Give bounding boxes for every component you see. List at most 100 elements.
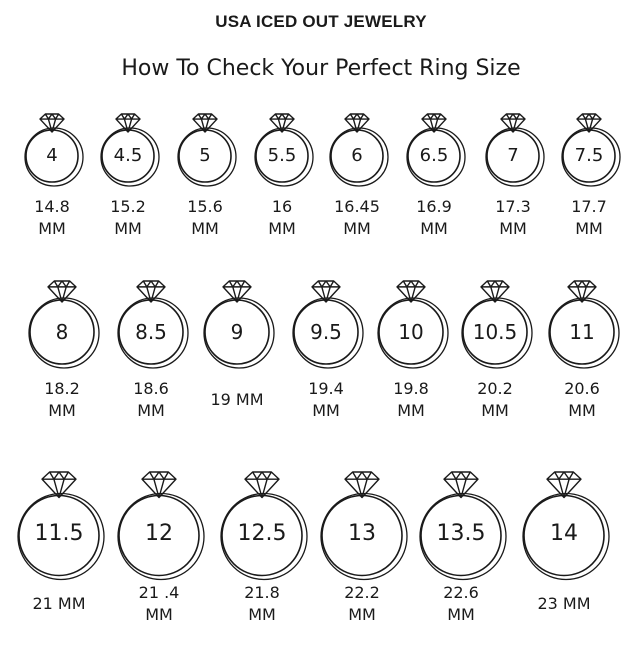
diameter-unit: MM xyxy=(191,219,219,238)
ring-diameter-label: 14.8 MM xyxy=(34,196,70,240)
diameter-value: 22.6 xyxy=(443,583,479,602)
ring-size-8.5: 8.5 xyxy=(112,277,190,369)
diameter-unit: MM xyxy=(343,219,371,238)
ring-size-12: 12 xyxy=(112,468,206,580)
ring-diameter-label: 20.6 MM xyxy=(564,378,600,422)
ring-diameter-label: 17.7 MM xyxy=(571,196,607,240)
ring-size-label: 13.5 xyxy=(436,521,486,547)
ring-diameter-label: 15.2 MM xyxy=(110,196,146,240)
diameter-value: 20.2 xyxy=(477,379,513,398)
diamond-icon xyxy=(269,113,295,133)
ring-size-label: 6 xyxy=(351,144,363,166)
diameter-value: 16.45 xyxy=(334,197,380,216)
ring-size-label: 10.5 xyxy=(472,319,518,344)
ring-diameter-label: 15.6 MM xyxy=(187,196,223,240)
ring-size-9: 9 xyxy=(198,277,276,369)
diamond-icon xyxy=(546,470,582,498)
ring-outline-icon xyxy=(117,280,189,369)
ring-size-7: 7 xyxy=(480,110,546,187)
diameter-value: 22.2 xyxy=(344,583,380,602)
ring-diameter-label: 17.3 MM xyxy=(495,196,531,240)
ring-diameter-label: 22.6 MM xyxy=(443,582,479,626)
diamond-icon xyxy=(344,470,380,498)
ring-size-label: 14 xyxy=(550,521,578,547)
diamond-icon xyxy=(47,280,77,303)
ring-size-11.5: 11.5 xyxy=(12,468,106,580)
ring-outline-icon xyxy=(254,113,314,187)
diameter-value: 21 MM xyxy=(32,594,86,613)
ring-outline-icon xyxy=(419,470,507,580)
diameter-value: 21 .4 xyxy=(138,583,180,602)
ring-diameter-label: 20.2 MM xyxy=(477,378,513,422)
ring-outline-icon xyxy=(203,280,275,369)
diameter-value: 19 MM xyxy=(210,390,264,409)
diamond-icon xyxy=(192,113,218,133)
ring-outline-icon xyxy=(548,280,620,369)
ring-outline-icon xyxy=(220,470,308,580)
diameter-value: 17.7 xyxy=(571,197,607,216)
diameter-value: 16 xyxy=(271,197,293,216)
ring-diameter-label: 23 MM xyxy=(537,593,590,615)
ring-size-4: 4 xyxy=(19,110,85,187)
ring-diameter-label: 16 MM xyxy=(268,196,296,240)
diameter-unit: MM xyxy=(145,605,173,624)
diamond-icon xyxy=(421,113,447,133)
diameter-unit: MM xyxy=(348,605,376,624)
diamond-icon xyxy=(567,280,597,303)
ring-diameter-label: 19.4 MM xyxy=(308,378,344,422)
ring-size-label: 12.5 xyxy=(237,521,287,547)
diameter-unit: MM xyxy=(481,401,509,420)
ring-size-label: 11 xyxy=(569,319,595,344)
ring-size-9.5: 9.5 xyxy=(287,277,365,369)
ring-outline-icon xyxy=(329,113,389,187)
diameter-value: 16.9 xyxy=(416,197,452,216)
diameter-unit: MM xyxy=(268,219,296,238)
ring-size-10.5: 10.5 xyxy=(456,277,534,369)
diamond-icon xyxy=(41,470,77,498)
ring-size-13.5: 13.5 xyxy=(414,468,508,580)
ring-size-4.5: 4.5 xyxy=(95,110,161,187)
ring-diameter-label: 19.8 MM xyxy=(393,378,429,422)
diameter-unit: MM xyxy=(48,401,76,420)
diamond-icon xyxy=(136,280,166,303)
ring-size-5: 5 xyxy=(172,110,238,187)
ring-diameter-label: 22.2 MM xyxy=(344,582,380,626)
diamond-icon xyxy=(115,113,141,133)
ring-diameter-label: 18.6 MM xyxy=(133,378,169,422)
ring-outline-icon xyxy=(561,113,621,187)
diameter-unit: MM xyxy=(248,605,276,624)
diamond-icon xyxy=(500,113,526,133)
diameter-unit: MM xyxy=(137,401,165,420)
diameter-unit: MM xyxy=(420,219,448,238)
diamond-icon xyxy=(222,280,252,303)
ring-size-label: 9.5 xyxy=(310,319,342,344)
diamond-icon xyxy=(311,280,341,303)
ring-outline-icon xyxy=(292,280,364,369)
ring-diameter-label: 18.2 MM xyxy=(44,378,80,422)
diameter-value: 19.4 xyxy=(308,379,344,398)
ring-outline-icon xyxy=(24,113,84,187)
diamond-icon xyxy=(480,280,510,303)
ring-size-10: 10 xyxy=(372,277,450,369)
ring-size-label: 9 xyxy=(230,319,244,344)
ring-diameter-label: 21 MM xyxy=(32,593,85,615)
ring-outline-icon xyxy=(100,113,160,187)
ring-outline-icon xyxy=(485,113,545,187)
ring-size-label: 10 xyxy=(398,319,424,344)
page-subtitle: How To Check Your Perfect Ring Size xyxy=(121,56,521,81)
ring-size-label: 4.5 xyxy=(113,144,143,166)
diameter-value: 20.6 xyxy=(564,379,600,398)
ring-size-6: 6 xyxy=(324,110,390,187)
diamond-icon xyxy=(443,470,479,498)
ring-diameter-label: 21 .4 MM xyxy=(139,582,180,626)
ring-size-label: 11.5 xyxy=(34,521,84,547)
ring-diameter-label: 16.9 MM xyxy=(416,196,452,240)
ring-outline-icon xyxy=(461,280,533,369)
diameter-value: 23 MM xyxy=(537,594,591,613)
ring-size-label: 7 xyxy=(507,144,519,166)
ring-size-label: 7.5 xyxy=(574,144,604,166)
ring-size-label: 4 xyxy=(46,144,58,166)
diameter-value: 14.8 xyxy=(34,197,70,216)
ring-outline-icon xyxy=(377,280,449,369)
diamond-icon xyxy=(141,470,177,498)
